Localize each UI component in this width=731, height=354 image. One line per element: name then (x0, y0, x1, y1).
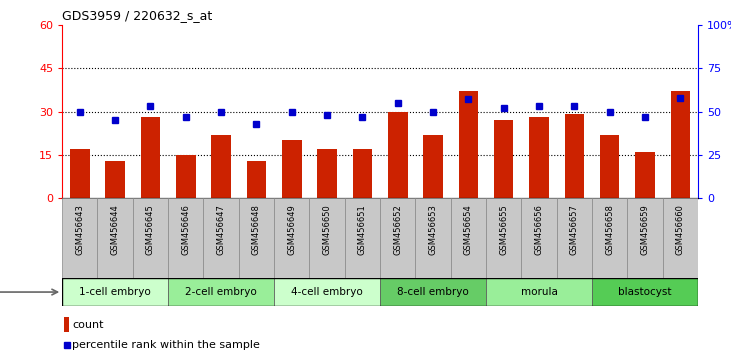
Bar (592, 198, 627, 278)
Bar (168, 278, 274, 306)
Text: 2-cell embryo: 2-cell embryo (185, 287, 257, 297)
Text: GSM456655: GSM456655 (499, 205, 508, 255)
Text: GSM456647: GSM456647 (216, 205, 226, 256)
Text: GSM456660: GSM456660 (676, 205, 685, 256)
Bar (239, 198, 274, 278)
Bar (211, 135, 231, 198)
Bar (565, 114, 584, 198)
Text: GDS3959 / 220632_s_at: GDS3959 / 220632_s_at (62, 9, 213, 22)
Bar (141, 117, 160, 198)
Bar (388, 112, 407, 198)
Text: GSM456644: GSM456644 (110, 205, 120, 255)
Bar (592, 278, 698, 306)
Bar (557, 198, 592, 278)
Text: morula: morula (520, 287, 558, 297)
Bar (133, 198, 168, 278)
Bar (176, 155, 195, 198)
Text: GSM456643: GSM456643 (75, 205, 84, 256)
Bar (282, 141, 301, 198)
Bar (247, 161, 266, 198)
Text: 8-cell embryo: 8-cell embryo (397, 287, 469, 297)
Bar (423, 135, 443, 198)
Bar (274, 278, 380, 306)
Bar (521, 198, 557, 278)
Bar (529, 117, 549, 198)
Bar (70, 149, 89, 198)
Text: percentile rank within the sample: percentile rank within the sample (72, 340, 260, 350)
Bar (671, 91, 690, 198)
Text: GSM456650: GSM456650 (322, 205, 332, 255)
Bar (317, 149, 337, 198)
Bar (451, 198, 486, 278)
Text: GSM456648: GSM456648 (252, 205, 261, 256)
Text: GSM456654: GSM456654 (464, 205, 473, 255)
Bar (345, 198, 380, 278)
Text: GSM456646: GSM456646 (181, 205, 190, 256)
Text: GSM456652: GSM456652 (393, 205, 402, 255)
Bar (64, 317, 69, 332)
Bar (663, 198, 698, 278)
Bar (486, 198, 521, 278)
Text: GSM456657: GSM456657 (570, 205, 579, 256)
Text: GSM456645: GSM456645 (146, 205, 155, 255)
Bar (353, 149, 372, 198)
Bar (62, 278, 168, 306)
Bar (203, 198, 239, 278)
Bar (309, 198, 345, 278)
Bar (62, 198, 97, 278)
Bar (627, 198, 663, 278)
Text: 4-cell embryo: 4-cell embryo (291, 287, 363, 297)
Text: GSM456658: GSM456658 (605, 205, 614, 256)
Text: GSM456653: GSM456653 (428, 205, 438, 256)
Bar (97, 198, 133, 278)
Bar (380, 278, 486, 306)
Text: GSM456656: GSM456656 (534, 205, 544, 256)
Text: count: count (72, 320, 104, 330)
Text: GSM456649: GSM456649 (287, 205, 296, 255)
Text: blastocyst: blastocyst (618, 287, 672, 297)
Bar (635, 152, 655, 198)
Bar (600, 135, 619, 198)
Bar (459, 91, 478, 198)
Bar (105, 161, 125, 198)
Bar (494, 120, 513, 198)
Bar (168, 198, 203, 278)
Text: GSM456651: GSM456651 (358, 205, 367, 255)
Bar (415, 198, 451, 278)
Bar (380, 198, 415, 278)
Text: GSM456659: GSM456659 (640, 205, 650, 255)
Bar (274, 198, 309, 278)
Text: 1-cell embryo: 1-cell embryo (79, 287, 151, 297)
Bar (486, 278, 592, 306)
